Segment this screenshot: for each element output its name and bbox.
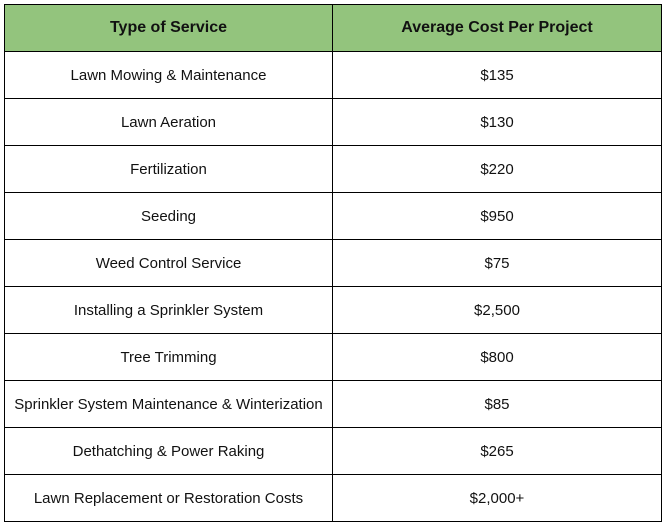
cost-cell: $75 xyxy=(332,239,662,287)
cost-cell: $85 xyxy=(332,380,662,428)
table-header-row: Type of Service Average Cost Per Project xyxy=(4,4,662,52)
table-row: Weed Control Service $75 xyxy=(4,239,662,287)
service-cell: Weed Control Service xyxy=(4,239,333,287)
service-cell: Seeding xyxy=(4,192,333,240)
cost-cell: $2,000+ xyxy=(332,474,662,522)
service-cell: Fertilization xyxy=(4,145,333,193)
table-row: Dethatching & Power Raking $265 xyxy=(4,427,662,475)
service-cell: Lawn Aeration xyxy=(4,98,333,146)
cost-cell: $265 xyxy=(332,427,662,475)
cost-cell: $950 xyxy=(332,192,662,240)
service-cell: Tree Trimming xyxy=(4,333,333,381)
table-row: Lawn Aeration $130 xyxy=(4,98,662,146)
table-row: Lawn Replacement or Restoration Costs $2… xyxy=(4,474,662,522)
service-cell: Lawn Replacement or Restoration Costs xyxy=(4,474,333,522)
table-row: Fertilization $220 xyxy=(4,145,662,193)
service-cell: Lawn Mowing & Maintenance xyxy=(4,51,333,99)
cost-cell: $130 xyxy=(332,98,662,146)
service-cell: Sprinkler System Maintenance & Winteriza… xyxy=(4,380,333,428)
table-row: Lawn Mowing & Maintenance $135 xyxy=(4,51,662,99)
table-row: Seeding $950 xyxy=(4,192,662,240)
table-row: Installing a Sprinkler System $2,500 xyxy=(4,286,662,334)
column-header-cost: Average Cost Per Project xyxy=(332,4,662,52)
cost-cell: $135 xyxy=(332,51,662,99)
table-row: Tree Trimming $800 xyxy=(4,333,662,381)
service-cell: Dethatching & Power Raking xyxy=(4,427,333,475)
cost-cell: $800 xyxy=(332,333,662,381)
column-header-service: Type of Service xyxy=(4,4,333,52)
service-cell: Installing a Sprinkler System xyxy=(4,286,333,334)
service-cost-table: Type of Service Average Cost Per Project… xyxy=(4,4,662,522)
cost-cell: $2,500 xyxy=(332,286,662,334)
cost-cell: $220 xyxy=(332,145,662,193)
table-row: Sprinkler System Maintenance & Winteriza… xyxy=(4,380,662,428)
